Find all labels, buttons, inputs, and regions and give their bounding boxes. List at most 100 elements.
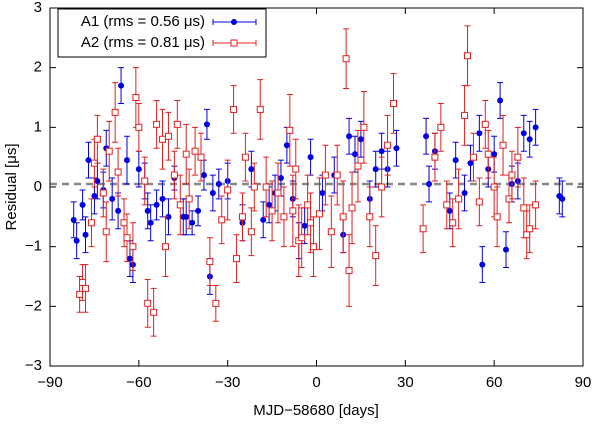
data-point [342,55,350,63]
legend-box [57,8,267,58]
data-point [161,243,169,251]
x-tick-label: −30 [215,374,240,391]
data-point [91,192,98,199]
data-point [79,278,87,286]
data-point [209,189,216,196]
data-point [250,183,258,191]
data-point [384,141,392,149]
data-point [176,201,184,209]
data-point [87,219,95,227]
data-point [70,216,77,223]
legend-label: A1 (rms = 0.56 μs) [81,13,205,30]
data-point [126,255,133,262]
data-point [372,166,379,173]
data-point [475,198,483,206]
data-point [79,201,86,208]
y-tick-label: 2 [34,59,42,76]
data-point [523,231,531,239]
data-point [469,153,477,161]
data-point [378,148,385,155]
data-point [262,183,270,191]
data-point [82,284,90,292]
data-point [526,136,533,143]
data-point [129,243,137,251]
data-point [93,135,101,143]
data-point [135,123,143,131]
data-point [423,133,430,140]
data-point [123,234,131,242]
data-point [212,299,220,307]
data-point [82,231,89,238]
y-tick-label: 1 [34,118,42,135]
data-point [123,157,130,164]
data-point [307,154,314,161]
data-point [437,123,445,131]
data-point [497,97,504,104]
data-point [164,132,172,140]
x-tick-label: 60 [486,374,503,391]
data-point [256,105,264,113]
data-point [464,52,472,60]
data-point [197,153,205,161]
data-point [233,255,241,263]
data-point [481,120,489,128]
data-point [248,166,255,173]
data-point [455,195,463,203]
y-axis-label: Residual [μs] [3,143,20,230]
data-point [348,204,356,212]
data-point [526,225,534,233]
data-point [283,142,290,149]
data-point [224,186,232,194]
data-point [183,213,190,220]
x-tick-label: 90 [575,374,592,391]
data-point [360,123,368,131]
data-point [520,204,528,212]
data-point [132,94,140,101]
data-point [85,157,92,164]
data-point [153,201,160,208]
data-point [559,195,566,202]
data-point [260,216,267,223]
data-point [111,108,119,116]
data-point [372,252,380,260]
data-point [461,111,469,119]
data-point [268,207,276,215]
data-point [73,237,80,244]
data-point [144,299,152,307]
data-point [301,222,308,229]
data-point [185,195,193,203]
data-point [118,82,125,89]
data-point [76,290,84,298]
x-tick-label: −60 [126,374,151,391]
data-point [200,172,207,179]
data-point [277,175,284,182]
data-point [170,171,178,179]
data-point [514,153,522,161]
data-point [351,151,358,158]
data-point [304,201,312,209]
data-point [333,171,341,179]
data-point [389,99,397,107]
data-point [230,105,238,113]
data-point [327,228,335,236]
data-point [147,219,154,226]
x-tick-label: −90 [37,374,62,391]
data-point [467,160,474,167]
data-point [443,201,451,209]
data-point [105,147,113,155]
data-point [195,207,202,214]
plot-frame [49,7,584,367]
data-point [378,183,386,191]
data-point [144,207,151,214]
data-point [238,213,246,221]
data-point [321,171,329,179]
data-point [173,120,181,128]
data-point [345,267,353,275]
data-point [319,189,326,196]
data-point [114,168,122,176]
data-point [520,130,527,137]
data-point [247,228,255,236]
data-point [206,258,214,266]
y-tick-label: 3 [34,0,42,16]
